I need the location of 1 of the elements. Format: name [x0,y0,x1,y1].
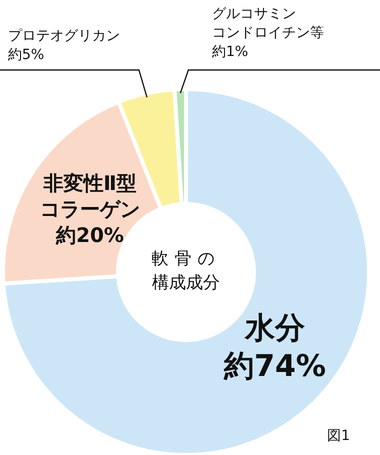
title: 軟骨の構成成分 [152,249,220,293]
